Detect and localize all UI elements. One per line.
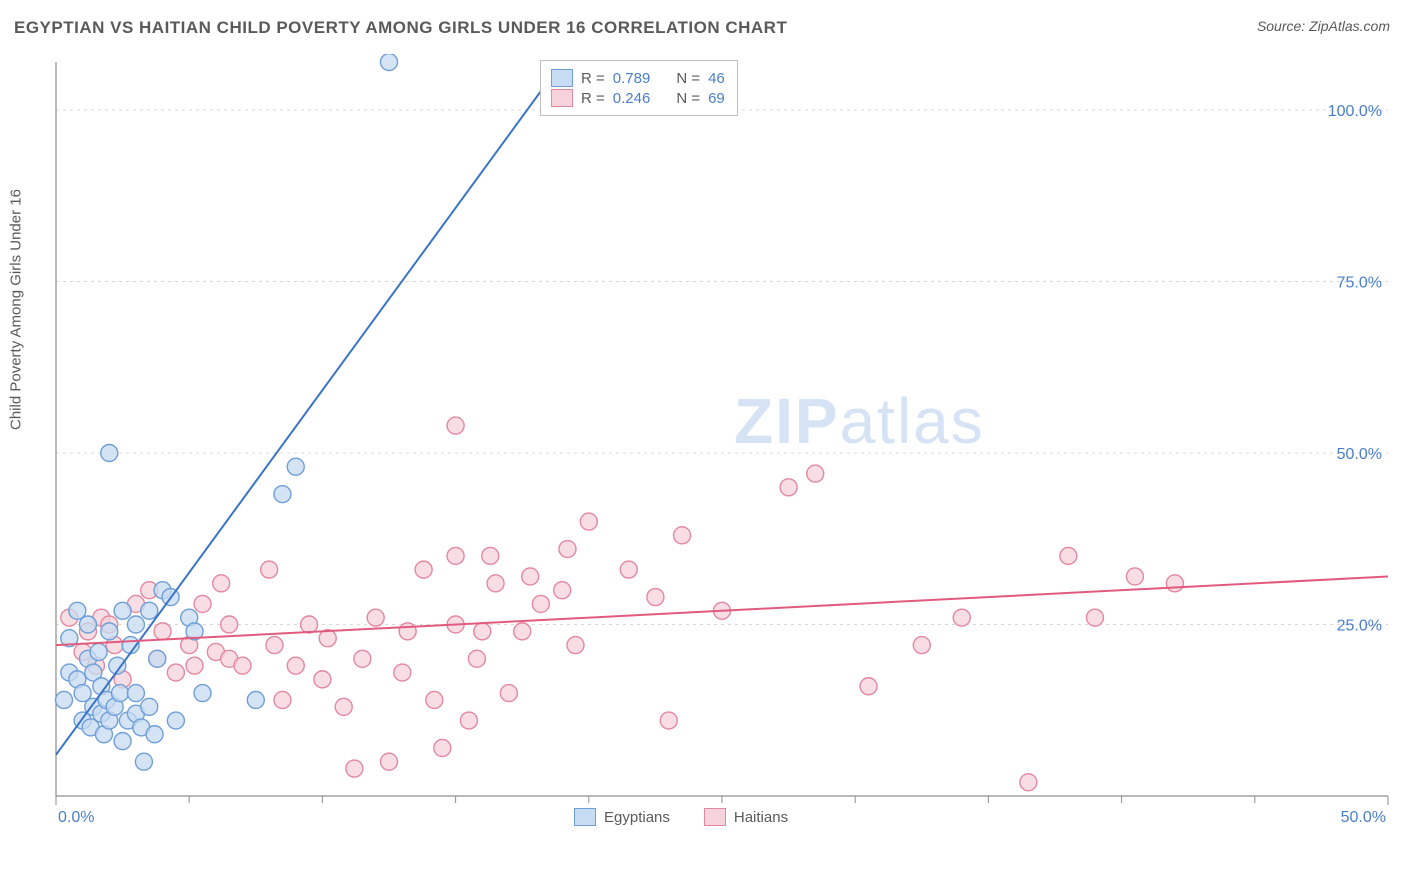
bottom-legend: Egyptians Haitians bbox=[574, 808, 788, 826]
bottom-label-haitians: Haitians bbox=[734, 809, 788, 826]
r-label-0: R = bbox=[581, 70, 605, 87]
svg-text:100.0%: 100.0% bbox=[1328, 103, 1382, 120]
svg-text:0.0%: 0.0% bbox=[58, 809, 94, 826]
scatter-plot: 25.0%50.0%75.0%100.0%0.0%50.0% ZIPatlas … bbox=[54, 54, 1392, 830]
n-label-1: N = bbox=[676, 90, 700, 107]
source-value: ZipAtlas.com bbox=[1309, 18, 1390, 34]
legend-swatch-egyptians bbox=[551, 69, 573, 87]
chart-svg: 25.0% 50.0% 75.0% 100.0% 0.0% 50.0% bbox=[54, 54, 1392, 830]
r-label-1: R = bbox=[581, 90, 605, 107]
svg-text:25.0%: 25.0% bbox=[1337, 618, 1382, 635]
source-label: Source: bbox=[1257, 18, 1305, 34]
chart-container: EGYPTIAN VS HAITIAN CHILD POVERTY AMONG … bbox=[0, 0, 1406, 892]
r-value-0: 0.789 bbox=[613, 70, 651, 87]
bottom-label-egyptians: Egyptians bbox=[604, 809, 670, 826]
n-value-1: 69 bbox=[708, 90, 725, 107]
bottom-swatch-egyptians bbox=[574, 808, 596, 826]
stats-legend-row-1: R = 0.246 N = 69 bbox=[551, 89, 725, 107]
bottom-swatch-haitians bbox=[704, 808, 726, 826]
n-value-0: 46 bbox=[708, 70, 725, 87]
stats-legend-row-0: R = 0.789 N = 46 bbox=[551, 69, 725, 87]
stats-legend: R = 0.789 N = 46 R = 0.246 N = 69 bbox=[540, 60, 738, 116]
y-axis-label: Child Poverty Among Girls Under 16 bbox=[8, 189, 25, 430]
r-value-1: 0.246 bbox=[613, 90, 651, 107]
source-attribution: Source: ZipAtlas.com bbox=[1257, 18, 1390, 34]
legend-swatch-haitians bbox=[551, 89, 573, 107]
n-label-0: N = bbox=[676, 70, 700, 87]
svg-text:75.0%: 75.0% bbox=[1337, 275, 1382, 292]
svg-text:50.0%: 50.0% bbox=[1337, 446, 1382, 463]
svg-text:50.0%: 50.0% bbox=[1341, 809, 1386, 826]
chart-title: EGYPTIAN VS HAITIAN CHILD POVERTY AMONG … bbox=[14, 18, 787, 38]
